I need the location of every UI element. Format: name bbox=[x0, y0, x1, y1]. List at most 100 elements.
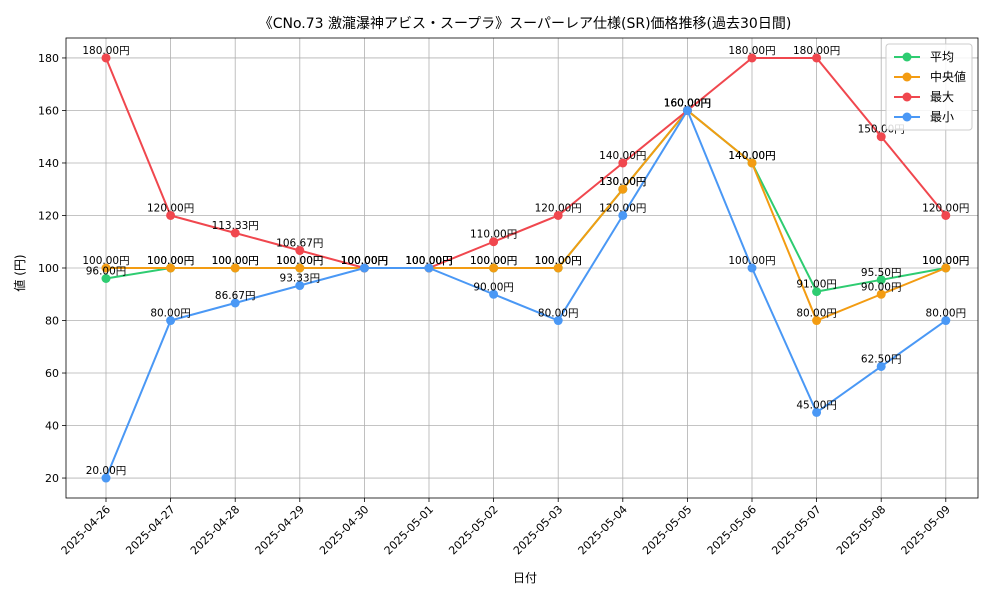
data-label: 100.00円 bbox=[405, 255, 452, 267]
data-label: 80.00円 bbox=[150, 308, 191, 320]
y-tick-label: 140 bbox=[38, 157, 59, 170]
data-point bbox=[941, 263, 951, 273]
data-label: 120.00円 bbox=[599, 202, 646, 214]
x-tick-label: 2025-05-07 bbox=[769, 503, 823, 557]
data-point bbox=[747, 158, 757, 168]
data-label: 95.50円 bbox=[861, 267, 902, 279]
legend-swatch-marker bbox=[902, 92, 912, 102]
data-label: 100.00円 bbox=[147, 255, 194, 267]
data-point bbox=[618, 210, 628, 220]
data-point bbox=[489, 289, 499, 299]
data-label: 100.00円 bbox=[922, 255, 969, 267]
data-label: 100.00円 bbox=[276, 255, 323, 267]
data-label: 86.67円 bbox=[215, 290, 256, 302]
data-label: 160.00円 bbox=[664, 97, 711, 109]
x-tick-label: 2025-04-26 bbox=[59, 503, 113, 557]
series-2 bbox=[101, 105, 951, 326]
legend-label: 中央値 bbox=[930, 69, 966, 84]
data-label: 180.00円 bbox=[728, 45, 775, 57]
data-label: 140.00円 bbox=[728, 150, 775, 162]
data-label: 100.00円 bbox=[405, 255, 452, 267]
data-label: 100.00円 bbox=[470, 255, 517, 267]
data-point bbox=[876, 132, 886, 142]
legend-item: 中央値 bbox=[894, 69, 966, 84]
data-label: 100.00円 bbox=[212, 255, 259, 267]
legend-label: 最大 bbox=[930, 90, 954, 104]
data-label: 100.00円 bbox=[341, 255, 388, 267]
data-label: 62.50円 bbox=[861, 353, 902, 365]
legend-swatch-marker bbox=[902, 112, 912, 122]
data-point bbox=[941, 210, 951, 220]
data-label: 80.00円 bbox=[926, 308, 967, 320]
x-axis-label: 日付 bbox=[513, 571, 537, 585]
data-point bbox=[812, 316, 822, 326]
data-label: 100.00円 bbox=[535, 255, 582, 267]
x-tick-label: 2025-05-02 bbox=[446, 503, 500, 557]
data-label: 130.00円 bbox=[599, 176, 646, 188]
data-label: 93.33円 bbox=[280, 273, 321, 285]
data-point bbox=[101, 274, 111, 284]
data-label: 140.00円 bbox=[728, 150, 775, 162]
data-label: 100.00円 bbox=[405, 255, 452, 267]
plot-frame bbox=[65, 37, 979, 499]
legend-label: 最小 bbox=[930, 110, 954, 124]
y-tick-label: 80 bbox=[45, 315, 59, 328]
data-label: 100.00円 bbox=[341, 255, 388, 267]
data-point bbox=[295, 245, 305, 255]
data-label: 160.00円 bbox=[664, 97, 711, 109]
data-point bbox=[876, 361, 886, 371]
data-label: 100.00円 bbox=[276, 255, 323, 267]
data-label: 100.00円 bbox=[147, 255, 194, 267]
data-label: 160.00円 bbox=[664, 97, 711, 109]
data-label: 100.00円 bbox=[405, 255, 452, 267]
data-point bbox=[618, 184, 628, 194]
legend-item: 最大 bbox=[894, 90, 954, 104]
data-label: 91.00円 bbox=[796, 279, 837, 291]
data-label: 90.00円 bbox=[861, 281, 902, 293]
data-point bbox=[618, 158, 628, 168]
data-label: 100.00円 bbox=[82, 255, 129, 267]
data-point bbox=[876, 289, 886, 299]
data-point bbox=[747, 53, 757, 63]
data-label: 80.00円 bbox=[796, 308, 837, 320]
x-tick-label: 2025-04-28 bbox=[188, 503, 242, 557]
data-label: 113.33円 bbox=[212, 220, 259, 232]
data-label: 110.00円 bbox=[470, 229, 517, 241]
data-label: 130.00円 bbox=[599, 176, 646, 188]
legend-item: 平均 bbox=[894, 50, 954, 64]
legend-box bbox=[885, 43, 973, 131]
y-tick-label: 160 bbox=[38, 104, 59, 117]
data-point bbox=[812, 407, 822, 417]
y-tick-label: 100 bbox=[38, 262, 59, 275]
data-point bbox=[230, 263, 240, 273]
data-point bbox=[553, 210, 563, 220]
data-label: 120.00円 bbox=[535, 202, 582, 214]
series-line bbox=[106, 109, 947, 322]
data-point bbox=[747, 263, 757, 273]
x-tick-label: 2025-04-30 bbox=[317, 503, 371, 557]
data-label: 90.00円 bbox=[473, 281, 514, 293]
data-label: 160.00円 bbox=[664, 97, 711, 109]
data-point bbox=[553, 263, 563, 273]
data-label: 100.00円 bbox=[470, 255, 517, 267]
data-point bbox=[359, 263, 369, 273]
series-layer bbox=[101, 53, 951, 483]
data-label: 120.00円 bbox=[147, 202, 194, 214]
data-label: 100.00円 bbox=[341, 255, 388, 267]
data-point bbox=[101, 263, 111, 273]
x-tick-label: 2025-04-27 bbox=[123, 503, 177, 557]
legend-swatch-marker bbox=[902, 52, 912, 62]
legend-swatch-marker bbox=[902, 72, 912, 82]
legend-item: 最小 bbox=[894, 110, 954, 124]
x-tick-label: 2025-05-04 bbox=[576, 503, 630, 557]
x-tick-label: 2025-05-05 bbox=[640, 503, 694, 557]
data-point bbox=[101, 473, 111, 483]
x-tick-label: 2025-05-06 bbox=[705, 503, 759, 557]
data-point bbox=[682, 105, 692, 115]
data-point bbox=[812, 53, 822, 63]
data-point bbox=[424, 263, 434, 273]
